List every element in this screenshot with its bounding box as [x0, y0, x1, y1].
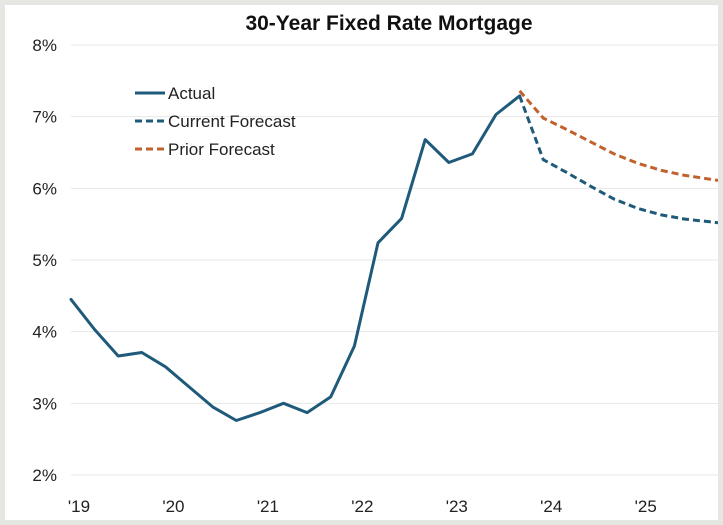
- mortgage-rate-chart: 30-Year Fixed Rate Mortgage 2% 3% 4% 5% 6% 7%…: [32, 12, 718, 516]
- series-line-prior-forecast: [518, 89, 718, 182]
- x-tick-label: '24: [540, 497, 562, 516]
- x-tick-label: '22: [351, 497, 373, 516]
- legend-label-actual: Actual: [168, 84, 215, 103]
- legend-label-prior-forecast: Prior Forecast: [168, 140, 275, 159]
- x-axis-ticks: '19 '20 '21 '22 '23 '24 '25: [68, 497, 657, 516]
- chart-title: 30-Year Fixed Rate Mortgage: [245, 12, 532, 35]
- x-tick-label: '23: [446, 497, 468, 516]
- y-tick-label: 2%: [32, 466, 57, 485]
- y-tick-label: 5%: [32, 251, 57, 270]
- series-lines: [69, 89, 718, 422]
- x-tick-label: '20: [162, 497, 184, 516]
- y-tick-label: 4%: [32, 323, 57, 342]
- y-tick-label: 3%: [32, 394, 57, 413]
- y-tick-label: 7%: [32, 108, 57, 127]
- legend: Actual Current Forecast Prior Forecast: [135, 84, 296, 159]
- y-tick-label: 8%: [32, 36, 57, 55]
- x-tick-label: '19: [68, 497, 90, 516]
- series-line-current-forecast: [518, 95, 718, 225]
- y-axis-ticks: 2% 3% 4% 5% 6% 7% 8%: [32, 36, 57, 485]
- series-line-actual: [69, 94, 522, 422]
- grid-lines: [71, 44, 718, 476]
- x-tick-label: '25: [635, 497, 657, 516]
- legend-label-current-forecast: Current Forecast: [168, 112, 296, 131]
- y-tick-label: 6%: [32, 179, 57, 198]
- x-tick-label: '21: [257, 497, 279, 516]
- chart-frame: 30-Year Fixed Rate Mortgage 2% 3% 4% 5% 6% 7%…: [5, 5, 718, 520]
